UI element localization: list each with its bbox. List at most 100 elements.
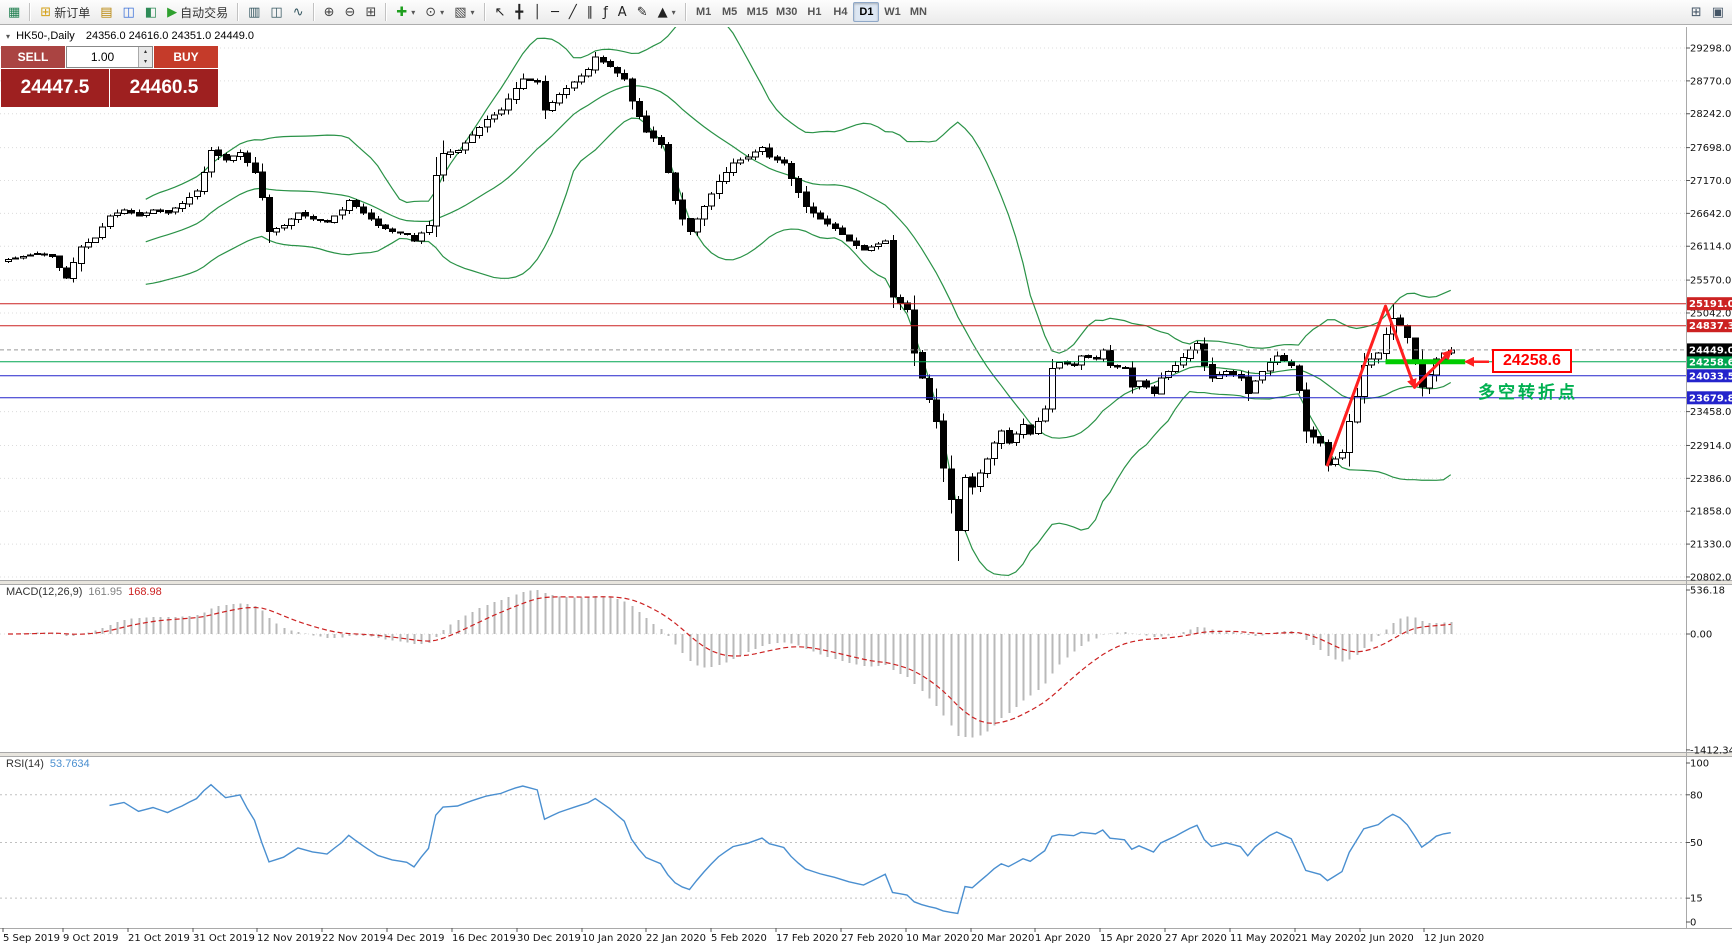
volume-up-button[interactable]: ▴ [139, 47, 152, 57]
svg-text:15: 15 [1690, 894, 1703, 905]
macd-axis: 536.18 0.00 -1412.34 [1686, 586, 1732, 756]
timeframe-m5-button[interactable]: M5 [717, 2, 743, 22]
panel-splitter[interactable] [0, 752, 1732, 756]
sell-button[interactable]: SELL [1, 46, 65, 68]
timeframe-m1-button[interactable]: M1 [691, 2, 717, 22]
horizontal-line-icon: ─ [551, 4, 559, 20]
timeframe-w1-button[interactable]: W1 [879, 2, 905, 22]
svg-text:24258.6: 24258.6 [1689, 357, 1732, 368]
svg-text:12 Jun 2020: 12 Jun 2020 [1424, 933, 1484, 944]
zoom-out-button[interactable]: ⊖ [340, 2, 361, 23]
volume-spinner: ▴ ▾ [138, 47, 152, 67]
indicators-button[interactable]: ✚ ▾ [391, 2, 420, 23]
buy-price[interactable]: 24460.5 [110, 69, 218, 107]
toolbar-separator [483, 3, 486, 21]
svg-text:25191.0: 25191.0 [1689, 299, 1732, 310]
toolbar-right-group: ⊞ ▣ [1686, 2, 1729, 23]
svg-text:50: 50 [1690, 838, 1703, 849]
horizontal-line-button[interactable]: ─ [546, 2, 564, 23]
bar-chart-button[interactable]: ▥ [243, 2, 265, 23]
svg-text:11 May 2020: 11 May 2020 [1230, 933, 1295, 944]
svg-text:23458.0: 23458.0 [1690, 407, 1731, 418]
cycles-button[interactable]: ⊙ ▾ [420, 2, 449, 23]
tile-windows-button[interactable]: ⊞ [360, 2, 381, 23]
macd-main-value: 161.95 [88, 586, 123, 598]
timeframe-h1-button[interactable]: H1 [801, 2, 827, 22]
chart-background [0, 25, 1732, 948]
time-axis: 5 Sep 2019 9 Oct 2019 21 Oct 2019 31 Oct 20… [2, 928, 1484, 944]
trend-arrow-segment[interactable] [1384, 304, 1417, 390]
rsi-line [109, 783, 1451, 915]
buy-button[interactable]: BUY [154, 46, 218, 68]
svg-text:17 Feb 2020: 17 Feb 2020 [776, 933, 838, 944]
timeframe-h4-button[interactable]: H4 [827, 2, 853, 22]
timeframe-m15-button[interactable]: M15 [743, 2, 772, 22]
timeframe-mn-button[interactable]: MN [905, 2, 931, 22]
panel-splitter[interactable] [0, 580, 1732, 584]
macd-label: MACD(12,26,9) [6, 586, 83, 598]
toolbar-separator [385, 3, 388, 21]
chart-window-button[interactable]: ▦ [3, 2, 25, 23]
cursor-button[interactable]: ↖ [490, 2, 511, 23]
shapes-icon: ▲ [657, 4, 668, 20]
new-chart-shortcut-button[interactable]: ⊞ [1686, 2, 1707, 23]
vertical-line-button[interactable]: │ [528, 2, 546, 23]
svg-text:12 Nov 2019: 12 Nov 2019 [257, 933, 321, 944]
svg-text:23679.8: 23679.8 [1689, 393, 1732, 404]
text-button[interactable]: A [613, 2, 632, 23]
sell-price[interactable]: 24447.5 [1, 69, 109, 107]
crosshair-button[interactable]: ╋ [510, 2, 528, 23]
market-watch-button[interactable]: ▤ [95, 2, 117, 23]
bollinger-upper-band [145, 27, 1451, 354]
indicators-button-dropdown-icon: ▾ [411, 7, 416, 17]
channel-button[interactable]: ∥ [582, 2, 599, 23]
svg-text:536.18: 536.18 [1690, 586, 1725, 597]
zoom-in-button[interactable]: ⊕ [319, 2, 340, 23]
candlesticks [5, 52, 1455, 561]
svg-text:20802.0: 20802.0 [1690, 572, 1731, 583]
navigator-button[interactable]: ◧ [140, 2, 162, 23]
svg-text:27698.0: 27698.0 [1690, 143, 1731, 154]
new-order-button[interactable]: ⊞ 新订单 [35, 2, 95, 23]
candlestick-chart-button[interactable]: ◫ [265, 2, 287, 23]
price-tag [1687, 297, 1732, 311]
auto-trading-button-label: 自动交易 [180, 5, 229, 20]
window-list-button[interactable]: ▣ [1707, 2, 1729, 23]
new-order-icon: ⊞ [40, 4, 52, 20]
volume-down-button[interactable]: ▾ [139, 57, 152, 67]
volume-input[interactable] [67, 47, 138, 67]
svg-text:22 Jan 2020: 22 Jan 2020 [646, 933, 706, 944]
timeframe-d1-button[interactable]: D1 [853, 2, 880, 22]
data-window-button[interactable]: ◫ [118, 2, 140, 23]
shapes-button[interactable]: ▲ ▾ [653, 2, 681, 23]
rsi-panel [0, 783, 1686, 915]
fibonacci-button[interactable]: ƒ [598, 2, 613, 23]
line-chart-button[interactable]: ∿ [288, 2, 309, 23]
svg-text:27 Apr 2020: 27 Apr 2020 [1165, 933, 1227, 944]
auto-trading-button[interactable]: ▶ 自动交易 [162, 2, 233, 23]
svg-text:25042.0: 25042.0 [1690, 308, 1731, 319]
market-watch-icon: ▤ [100, 4, 113, 20]
candlestick-chart-icon: ◫ [270, 4, 283, 20]
chart-symbol-period: HK50-,Daily [16, 30, 75, 42]
cycles-icon: ⊙ [425, 4, 437, 20]
price-callout-label[interactable]: 24258.6 [1492, 349, 1572, 373]
templates-icon: ▧ [454, 4, 467, 20]
svg-text:5 Feb 2020: 5 Feb 2020 [711, 933, 767, 944]
rsi-label: RSI(14) [6, 758, 44, 770]
trend-arrow-segment[interactable] [1326, 304, 1387, 467]
templates-button[interactable]: ▧ ▾ [449, 2, 479, 23]
svg-text:2 Jun 2020: 2 Jun 2020 [1360, 933, 1414, 944]
toolbar-separator [237, 3, 240, 21]
chart-title: ▾ HK50-,Daily 24356.0 24616.0 24351.0 24… [6, 30, 254, 42]
trend-arrow-segment[interactable] [1413, 349, 1453, 389]
svg-text:10 Mar 2020: 10 Mar 2020 [906, 933, 969, 944]
timeframe-m30-button[interactable]: M30 [772, 2, 801, 22]
trendline-button[interactable]: ╱ [564, 2, 582, 23]
chart-menu-icon[interactable]: ▾ [6, 32, 11, 41]
turning-point-note[interactable]: 多空转折点 [1478, 383, 1578, 403]
rsi-value: 53.7634 [49, 758, 90, 770]
label-button[interactable]: ✎ [632, 2, 653, 23]
indicators-plus-icon: ✚ [396, 4, 408, 20]
